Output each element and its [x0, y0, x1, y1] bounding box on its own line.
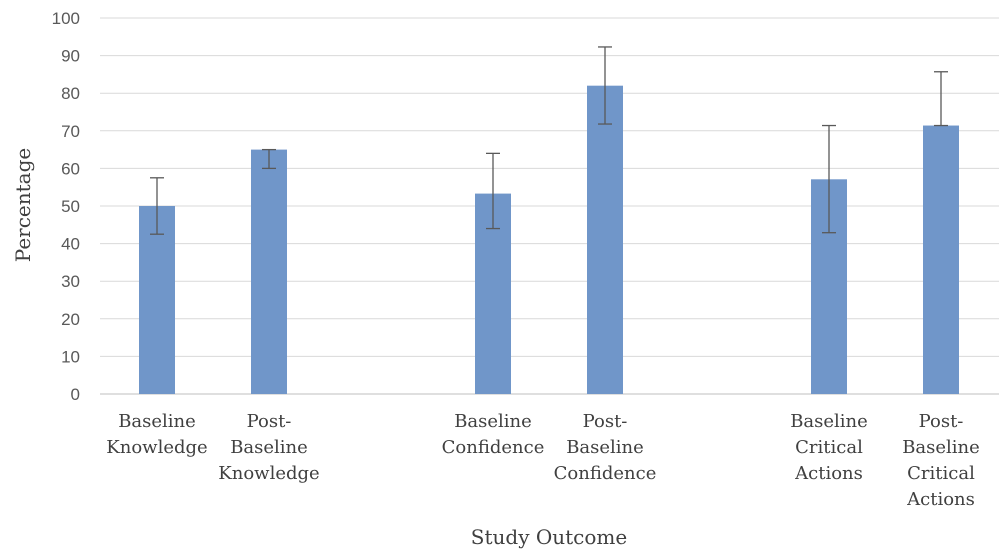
y-tick-label: 90	[61, 47, 80, 66]
x-category-label-line: Critical	[795, 437, 863, 458]
error-bar	[150, 177, 164, 235]
x-category-label: Post- Baseline Critical Actions	[902, 411, 980, 510]
x-category-label: Post- Baseline Confidence	[554, 411, 657, 484]
bar	[923, 125, 959, 394]
bars	[139, 85, 959, 395]
x-category-label-line: Baseline	[230, 437, 308, 458]
error-bar	[822, 124, 836, 234]
error-bar	[486, 152, 500, 230]
y-tick-label: 60	[61, 159, 80, 178]
y-tick-label: 70	[61, 122, 80, 141]
x-category-label-line: Baseline	[902, 437, 980, 458]
bar	[587, 85, 623, 395]
x-category-label: Baseline Confidence	[442, 411, 545, 458]
x-category-label-line: Critical	[907, 463, 975, 484]
y-tick-label: 50	[61, 197, 80, 216]
error-bars	[150, 46, 948, 235]
x-category-label-line: Baseline	[566, 437, 644, 458]
x-category-label-line: Knowledge	[106, 437, 207, 458]
x-category-label-line: Baseline	[454, 411, 532, 432]
y-tick-label: 20	[61, 310, 80, 329]
y-tick-label: 30	[61, 272, 80, 291]
x-category-label: Post- Baseline Knowledge	[218, 411, 319, 484]
x-category-label-line: Baseline	[790, 411, 868, 432]
x-category-label-line: Baseline	[118, 411, 196, 432]
y-tick-label: 0	[71, 385, 80, 404]
error-bar	[262, 148, 276, 170]
x-category-label-line: Confidence	[442, 437, 545, 458]
bar	[251, 149, 287, 394]
x-category-label: Baseline Knowledge	[106, 411, 207, 458]
y-tick-label: 10	[61, 347, 80, 366]
gridlines	[100, 17, 999, 395]
x-category-label: Baseline Critical Actions	[790, 411, 868, 484]
error-bar	[934, 71, 948, 127]
error-bar	[598, 46, 612, 125]
x-category-label-line: Actions	[794, 463, 863, 484]
x-category-label-line: Actions	[906, 489, 975, 510]
y-tick-label: 100	[52, 9, 80, 28]
x-category-label-line: Knowledge	[218, 463, 319, 484]
x-category-label-line: Post-	[919, 411, 964, 432]
bar	[139, 206, 175, 394]
x-category-label-line: Post-	[583, 411, 628, 432]
y-tick-label: 80	[61, 84, 80, 103]
x-category-label-line: Post-	[247, 411, 292, 432]
y-axis-ticks: 0 10 20 30 40 50 60 70 80 90 100	[52, 9, 80, 404]
y-tick-label: 40	[61, 235, 80, 254]
x-category-label-line: Confidence	[554, 463, 657, 484]
y-axis-title: Percentage	[11, 148, 35, 262]
x-axis-title: Study Outcome	[471, 525, 627, 549]
